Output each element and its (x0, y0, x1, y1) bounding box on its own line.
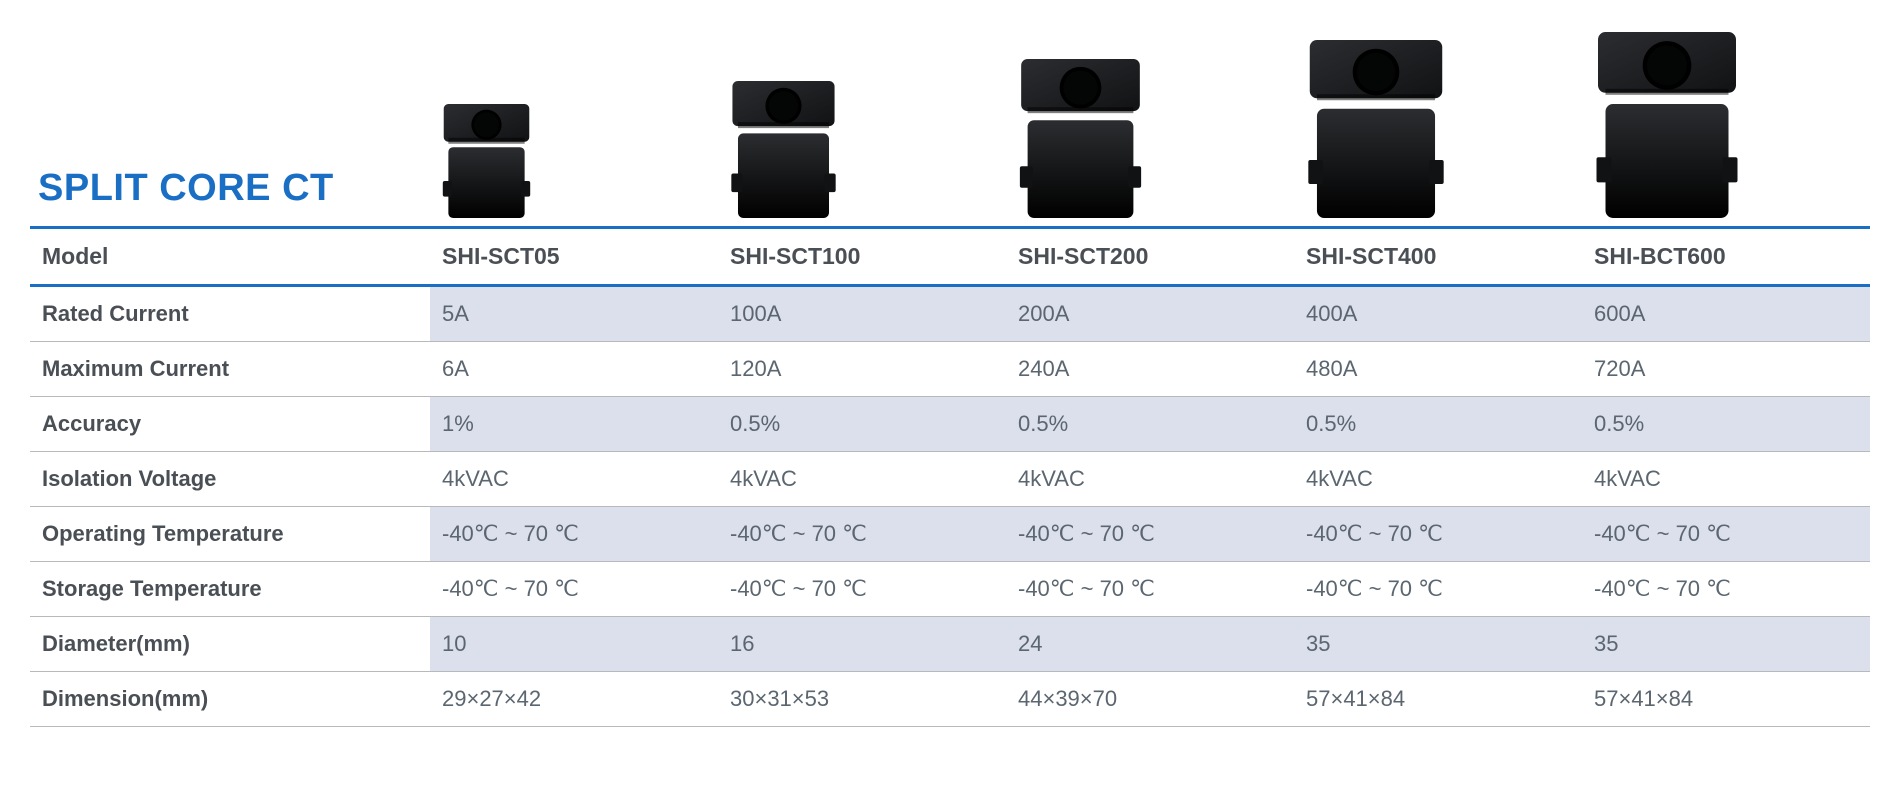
cell: 0.5% (1006, 397, 1294, 452)
cell: -40℃ ~ 70 ℃ (718, 507, 1006, 562)
cell: 4kVAC (1294, 452, 1582, 507)
spec-table: Model SHI-SCT05 SHI-SCT100 SHI-SCT200 SH… (30, 229, 1870, 727)
cell: 4kVAC (1582, 452, 1870, 507)
cell: 400A (1294, 286, 1582, 342)
product-image-0 (430, 20, 718, 220)
cell: 200A (1006, 286, 1294, 342)
cell: -40℃ ~ 70 ℃ (1006, 562, 1294, 617)
cell: 240A (1006, 342, 1294, 397)
cell: 16 (718, 617, 1006, 672)
cell: 57×41×84 (1582, 672, 1870, 727)
col-header: SHI-BCT600 (1582, 229, 1870, 286)
cell: 30×31×53 (718, 672, 1006, 727)
product-image-3 (1294, 20, 1582, 220)
spec-sheet: SPLIT CORE CT (0, 0, 1900, 757)
table-header-row: Model SHI-SCT05 SHI-SCT100 SHI-SCT200 SH… (30, 229, 1870, 286)
row-label: Operating Temperature (30, 507, 430, 562)
row-label: Dimension(mm) (30, 672, 430, 727)
cell: 0.5% (718, 397, 1006, 452)
row-label: Diameter(mm) (30, 617, 430, 672)
cell: 100A (718, 286, 1006, 342)
table-row: Rated Current5A100A200A400A600A (30, 286, 1870, 342)
cell: 5A (430, 286, 718, 342)
header-label: Model (30, 229, 430, 286)
cell: 10 (430, 617, 718, 672)
cell: 720A (1582, 342, 1870, 397)
cell: -40℃ ~ 70 ℃ (1294, 562, 1582, 617)
cell: -40℃ ~ 70 ℃ (430, 562, 718, 617)
cell: -40℃ ~ 70 ℃ (430, 507, 718, 562)
table-row: Diameter(mm)1016243535 (30, 617, 1870, 672)
cell: 0.5% (1294, 397, 1582, 452)
product-image-4 (1582, 20, 1870, 220)
cell: 6A (430, 342, 718, 397)
cell: 480A (1294, 342, 1582, 397)
page-title: SPLIT CORE CT (30, 167, 430, 220)
cell: -40℃ ~ 70 ℃ (1006, 507, 1294, 562)
table-row: Operating Temperature-40℃ ~ 70 ℃-40℃ ~ 7… (30, 507, 1870, 562)
row-label: Accuracy (30, 397, 430, 452)
table-row: Accuracy1%0.5%0.5%0.5%0.5% (30, 397, 1870, 452)
cell: 44×39×70 (1006, 672, 1294, 727)
table-row: Dimension(mm)29×27×4230×31×5344×39×7057×… (30, 672, 1870, 727)
cell: -40℃ ~ 70 ℃ (1582, 562, 1870, 617)
cell: 24 (1006, 617, 1294, 672)
table-body: Rated Current5A100A200A400A600AMaximum C… (30, 286, 1870, 727)
cell: 1% (430, 397, 718, 452)
row-label: Storage Temperature (30, 562, 430, 617)
cell: -40℃ ~ 70 ℃ (718, 562, 1006, 617)
cell: 0.5% (1582, 397, 1870, 452)
table-row: Isolation Voltage4kVAC4kVAC4kVAC4kVAC4kV… (30, 452, 1870, 507)
cell: 4kVAC (430, 452, 718, 507)
row-label: Rated Current (30, 286, 430, 342)
cell: 29×27×42 (430, 672, 718, 727)
cell: 600A (1582, 286, 1870, 342)
header-row: SPLIT CORE CT (30, 20, 1870, 229)
product-image-1 (718, 20, 1006, 220)
col-header: SHI-SCT400 (1294, 229, 1582, 286)
cell: 4kVAC (718, 452, 1006, 507)
col-header: SHI-SCT200 (1006, 229, 1294, 286)
row-label: Isolation Voltage (30, 452, 430, 507)
cell: 35 (1294, 617, 1582, 672)
row-label: Maximum Current (30, 342, 430, 397)
cell: -40℃ ~ 70 ℃ (1294, 507, 1582, 562)
table-row: Storage Temperature-40℃ ~ 70 ℃-40℃ ~ 70 … (30, 562, 1870, 617)
col-header: SHI-SCT100 (718, 229, 1006, 286)
product-image-2 (1006, 20, 1294, 220)
cell: 4kVAC (1006, 452, 1294, 507)
cell: -40℃ ~ 70 ℃ (1582, 507, 1870, 562)
table-row: Maximum Current6A120A240A480A720A (30, 342, 1870, 397)
col-header: SHI-SCT05 (430, 229, 718, 286)
cell: 120A (718, 342, 1006, 397)
cell: 35 (1582, 617, 1870, 672)
cell: 57×41×84 (1294, 672, 1582, 727)
